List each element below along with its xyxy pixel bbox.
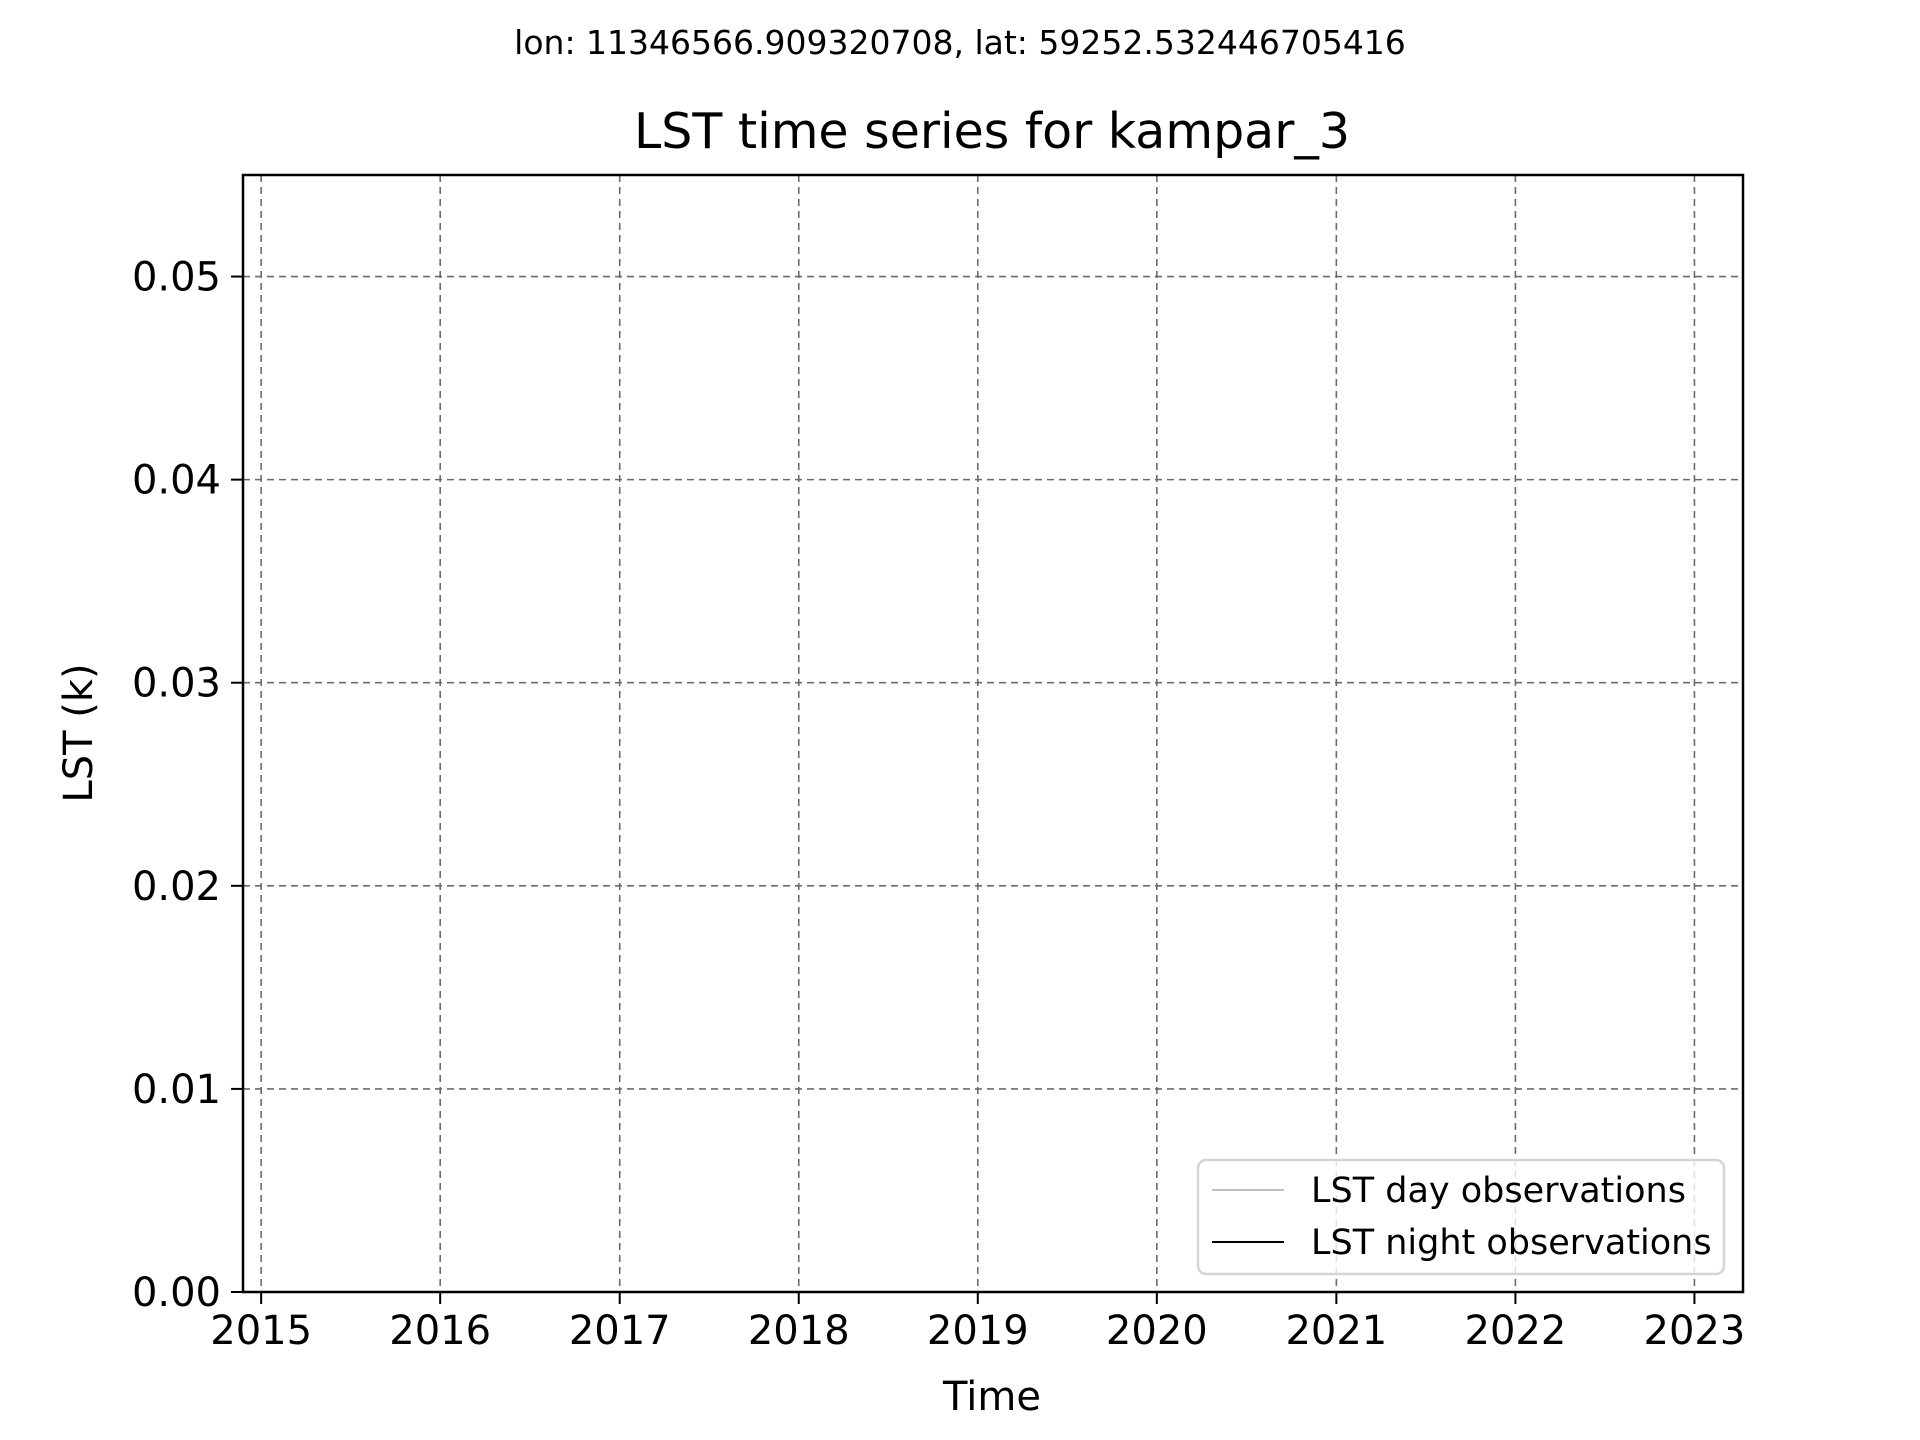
coordinates-suptitle: lon: 11346566.909320708, lat: 59252.5324… bbox=[514, 23, 1406, 62]
legend: LST day observations LST night observati… bbox=[1196, 1158, 1726, 1276]
x-tick-label: 2020 bbox=[1106, 1308, 1208, 1354]
x-tick-label: 2015 bbox=[210, 1308, 312, 1354]
y-tick-label: 0.02 bbox=[132, 864, 221, 910]
x-axis-ticks: 2015 2016 2017 2018 2019 2020 2021 2022 2023 bbox=[210, 1292, 1745, 1354]
legend-night-label: LST night observations bbox=[1311, 1223, 1712, 1263]
y-tick-label: 0.00 bbox=[132, 1270, 221, 1316]
y-axis-ticks: 0.00 0.01 0.02 0.03 0.04 0.05 bbox=[132, 255, 243, 1316]
plot-frame bbox=[241, 173, 1745, 1294]
y-tick-label: 0.05 bbox=[132, 255, 221, 301]
x-tick-label: 2018 bbox=[748, 1308, 850, 1354]
y-tick-label: 0.01 bbox=[132, 1067, 221, 1113]
x-tick-label: 2016 bbox=[389, 1308, 491, 1354]
x-tick-label: 2022 bbox=[1465, 1308, 1567, 1354]
x-tick-label: 2017 bbox=[569, 1308, 671, 1354]
y-tick-label: 0.03 bbox=[132, 661, 221, 707]
y-axis-label: LST (k) bbox=[56, 663, 102, 802]
x-tick-label: 2019 bbox=[927, 1308, 1029, 1354]
grid bbox=[243, 175, 1743, 1293]
legend-day-label: LST day observations bbox=[1311, 1171, 1686, 1211]
x-tick-label: 2023 bbox=[1644, 1308, 1746, 1354]
x-tick-label: 2021 bbox=[1285, 1308, 1387, 1354]
legend-box bbox=[1196, 1158, 1726, 1276]
x-axis-label: Time bbox=[942, 1374, 1041, 1420]
chart-title: LST time series for kampar_3 bbox=[634, 103, 1350, 160]
y-tick-label: 0.04 bbox=[132, 458, 221, 504]
